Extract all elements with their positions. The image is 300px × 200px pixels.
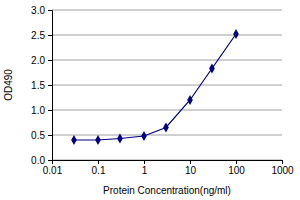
y-tick-mark [48,160,52,161]
y-tick: 0.5 [31,130,52,141]
y-tick-mark [48,85,52,86]
y-tick-label: 0.5 [31,130,45,141]
x-tick: 0.1 [92,160,106,176]
y-tick-label: 3.0 [31,5,45,16]
y-axis: 0.0 0.5 1.0 1.5 2.0 2.5 3.0 [31,5,52,166]
x-tick-label: 10 [185,165,197,176]
y-tick-mark [48,135,52,136]
y-tick-label: 1.5 [31,80,45,91]
x-tick: 0.01 [43,160,63,176]
y-tick-label: 2.0 [31,55,45,66]
marker [141,131,147,141]
y-tick-label: 0.0 [31,155,45,166]
y-tick: 2.5 [31,30,52,41]
x-tick: 10 [185,160,197,176]
x-tick-mark [52,160,53,164]
marker [71,135,77,145]
y-tick-mark [48,110,52,111]
grid-line [52,10,282,11]
marker [117,134,123,144]
marker [187,95,193,105]
grid-line [52,35,282,36]
marker [233,29,239,39]
x-axis: 0.01 0.1 1 10 100 1000 [43,160,294,176]
y-tick: 3.0 [31,5,52,16]
x-tick-label: 1 [142,165,148,176]
y-tick-mark [48,60,52,61]
x-tick: 1 [142,160,148,176]
y-tick-label: 1.0 [31,105,45,116]
x-axis-line [53,161,283,165]
x-tick-mark [236,160,237,164]
y-tick: 1.0 [31,105,52,116]
grid-line [52,60,282,61]
marker [209,64,215,74]
x-tick-mark [282,160,283,164]
grid-line [52,135,282,136]
y-tick: 2.0 [31,55,52,66]
x-tick-mark [144,160,145,164]
marker [163,123,169,133]
y-tick-label: 2.5 [31,30,45,41]
x-tick-label: 0.1 [92,165,106,176]
x-tick: 1000 [271,160,294,176]
marker [95,135,101,145]
series-line [74,34,236,140]
plot: 0.0 0.5 1.0 1.5 2.0 2.5 3.0 0.01 0.1 1 10 100 1000 [31,5,294,176]
grid-line [52,85,282,86]
y-tick-mark [48,35,52,36]
y-axis-title: OD490 [3,69,14,101]
x-tick-label: 1000 [271,165,294,176]
x-tick-mark [98,160,99,164]
y-tick-mark [48,10,52,11]
x-tick: 100 [228,160,245,176]
y-tick: 0.0 [31,155,52,166]
x-tick-mark [190,160,191,164]
x-tick-label: 0.01 [43,165,63,176]
x-axis-title: Protein Concentration(ng/ml) [103,185,231,196]
series [71,29,239,145]
y-tick: 1.5 [31,80,52,91]
grid-line [52,110,282,111]
x-tick-label: 100 [228,165,245,176]
grid [52,10,282,160]
y-axis-line [48,11,53,161]
